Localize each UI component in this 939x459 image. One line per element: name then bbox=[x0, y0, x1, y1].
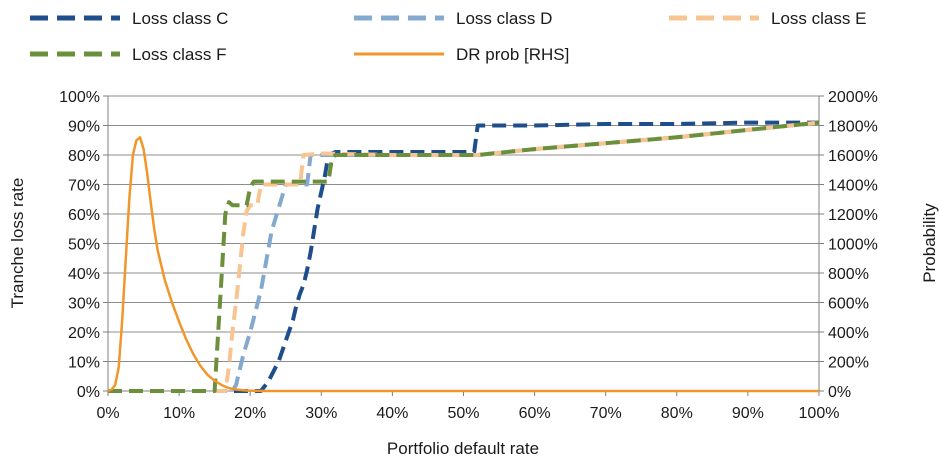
grid-lines bbox=[108, 95, 819, 362]
y-tick-label: 60% bbox=[68, 207, 100, 224]
x-tick-label: 100% bbox=[799, 405, 840, 422]
y2-tick-label: 1400% bbox=[828, 178, 878, 195]
x-tick-label: 10% bbox=[163, 405, 195, 422]
y2-tick-label: 1000% bbox=[828, 237, 878, 254]
legend-label: Loss class F bbox=[132, 45, 226, 64]
y2-tick-label: 1600% bbox=[828, 148, 878, 165]
tick-labels: 0% 0% 10% 200% 20% 400% 30% 600% 40% 800% 50% 1000%… bbox=[59, 89, 878, 422]
y2-tick-label: 1200% bbox=[828, 207, 878, 224]
y-tick-label: 40% bbox=[68, 266, 100, 283]
y-tick-label: 100% bbox=[59, 89, 100, 106]
x-tick-label: 80% bbox=[661, 405, 693, 422]
axes bbox=[103, 95, 824, 396]
y-tick-label: 80% bbox=[68, 148, 100, 165]
y2-tick-label: 1800% bbox=[828, 119, 878, 136]
x-tick-label: 0% bbox=[96, 405, 119, 422]
y-axis-title: Tranche loss rate bbox=[8, 178, 27, 309]
legend-label: Loss class D bbox=[456, 9, 552, 28]
y-tick-label: 20% bbox=[68, 325, 100, 342]
x-tick-label: 20% bbox=[234, 405, 266, 422]
y2-tick-label: 600% bbox=[828, 296, 869, 313]
x-tick-label: 40% bbox=[376, 405, 408, 422]
series-loss-class-d bbox=[108, 120, 820, 393]
legend-label: Loss class C bbox=[132, 9, 228, 28]
y2-tick-label: 200% bbox=[828, 355, 869, 372]
y-tick-label: 90% bbox=[68, 119, 100, 136]
legend: Loss class C Loss class D Loss class E Loss… bbox=[30, 9, 866, 64]
x-tick-label: 90% bbox=[732, 405, 764, 422]
y2-tick-label: 0% bbox=[828, 384, 851, 401]
y2-tick-label: 800% bbox=[828, 266, 869, 283]
series-loss-class-e bbox=[108, 120, 820, 393]
y-tick-label: 70% bbox=[68, 178, 100, 195]
y2-axis-title: Probability bbox=[920, 203, 939, 283]
series-loss-class-f bbox=[108, 120, 820, 393]
series-loss-class-c bbox=[108, 120, 819, 393]
y-tick-label: 10% bbox=[68, 355, 100, 372]
y-tick-label: 30% bbox=[68, 296, 100, 313]
x-tick-label: 30% bbox=[305, 405, 337, 422]
x-axis-title: Portfolio default rate bbox=[387, 439, 539, 458]
y2-tick-label: 400% bbox=[828, 325, 869, 342]
x-tick-label: 50% bbox=[447, 405, 479, 422]
y-tick-label: 50% bbox=[68, 237, 100, 254]
series-layer bbox=[107, 120, 820, 393]
series-dr-prob-rhs bbox=[107, 136, 819, 393]
x-tick-label: 60% bbox=[519, 405, 551, 422]
y-tick-label: 0% bbox=[77, 384, 100, 401]
y2-tick-label: 2000% bbox=[828, 89, 878, 106]
x-tick-label: 70% bbox=[590, 405, 622, 422]
legend-label: DR prob [RHS] bbox=[456, 45, 569, 64]
legend-label: Loss class E bbox=[771, 9, 866, 28]
